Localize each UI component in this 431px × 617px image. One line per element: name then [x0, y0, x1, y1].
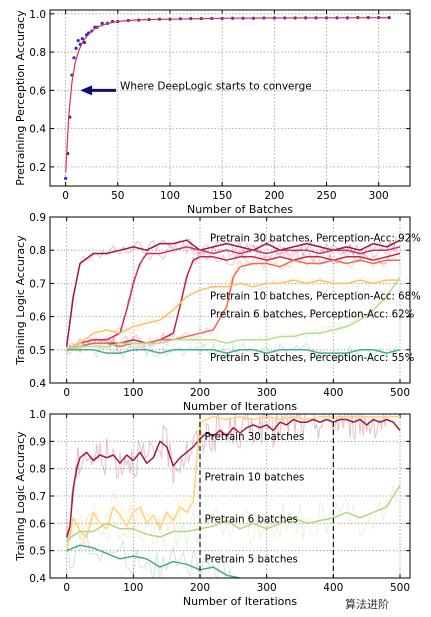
plot-area: [65, 414, 401, 578]
axes-frame: [49, 9, 411, 187]
y-tick-label: 0.4: [29, 378, 46, 390]
x-tick-label: 500: [390, 387, 410, 399]
series-line: [66, 544, 241, 578]
x-tick-label: 400: [323, 582, 343, 594]
y-tick-label: 0.9: [29, 436, 46, 448]
data-point: [64, 176, 68, 180]
series-noise: [66, 254, 397, 356]
y-axis-label: Training Logic Accuracy: [14, 431, 27, 562]
x-tick-label: 100: [123, 387, 143, 399]
x-tick-label: 300: [257, 582, 277, 594]
y-tick-label: 0.6: [29, 312, 46, 324]
x-tick-label: 400: [323, 387, 343, 399]
series-line: [66, 484, 401, 541]
series-line: [66, 259, 400, 351]
data-point: [387, 16, 391, 20]
y-tick-label: 0.4: [29, 124, 46, 136]
series-noise: [66, 484, 398, 547]
annotation-arrowhead: [80, 85, 93, 96]
y-axis-label: Pretraining Perception Accuracy: [14, 10, 27, 186]
series-line: [66, 349, 401, 354]
series-label: Pretrain 10 batches, Perception-Acc: 68%: [210, 291, 421, 302]
axes-frame: [49, 216, 411, 384]
data-point: [74, 46, 78, 50]
x-tick-label: 200: [190, 387, 210, 399]
series-label: Pretrain 30 batches: [205, 432, 305, 443]
series-line: [66, 279, 400, 351]
data-point: [82, 40, 87, 45]
y-tick-label: 1.0: [29, 409, 46, 421]
x-tick-label: 50: [111, 190, 124, 202]
series-noise: [66, 248, 397, 356]
series-label: Pretrain 10 batches: [205, 472, 305, 483]
series-line: [66, 252, 401, 351]
series-line: [66, 246, 401, 351]
series-noise: [66, 530, 232, 578]
y-tick-label: 1.0: [29, 9, 46, 21]
series-line: [65, 415, 400, 551]
y-tick-label: 0.8: [29, 464, 46, 476]
axes-frame: [49, 413, 411, 579]
y-tick-label: 0.8: [29, 47, 46, 59]
y-tick-label: 0.6: [29, 85, 46, 97]
series-line: [65, 17, 390, 173]
data-point: [100, 21, 104, 25]
x-tick-label: 200: [264, 190, 284, 202]
x-axis-label: Number of Iterations: [183, 400, 297, 413]
y-tick-label: 0.6: [29, 518, 46, 530]
series-noise: [66, 414, 398, 555]
y-tick-label: 0.5: [29, 546, 46, 558]
x-tick-label: 250: [316, 190, 336, 202]
y-tick-label: 0.8: [29, 245, 46, 257]
annotation-label: Where DeepLogic starts to converge: [120, 80, 312, 92]
series-line: [65, 418, 401, 538]
watermark-text: 算法进阶: [345, 598, 389, 611]
series-line: [65, 239, 401, 347]
y-tick-label: 0.5: [29, 345, 46, 357]
x-tick-label: 100: [160, 190, 180, 202]
y-tick-label: 0.9: [29, 212, 46, 224]
x-tick-label: 150: [212, 190, 232, 202]
plot-area: [65, 236, 401, 360]
x-axis-label: Number of Iterations: [183, 595, 297, 608]
series-label: Pretrain 6 batches: [205, 515, 298, 526]
x-tick-label: 200: [190, 582, 210, 594]
y-tick-label: 0.2: [29, 162, 46, 174]
y-axis-label: Training Logic Accuracy: [14, 235, 27, 366]
x-tick-label: 500: [390, 582, 410, 594]
plot-area: [64, 16, 391, 180]
series-label: Pretrain 5 batches, Perception-Acc: 55%: [210, 353, 415, 364]
chart-2: 0 100 200 300 400 500 0.4 0.5 0.6 0.7 0.8 0.9 Pretra…: [14, 212, 421, 413]
x-tick-label: 300: [369, 190, 389, 202]
x-tick-label: 0: [62, 190, 69, 202]
y-tick-label: 0.7: [29, 278, 46, 290]
y-tick-label: 0.4: [29, 573, 46, 585]
x-tick-label: 0: [63, 582, 70, 594]
data-point: [76, 39, 80, 43]
x-axis-label: Number of Batches: [187, 203, 293, 216]
chart-3: 0 100 200 300 400 500 0.4 0.5 0.6 0.7 0.8 0.9 1.0 Pre…: [14, 409, 411, 608]
data-point: [72, 56, 76, 60]
series-label: Pretrain 30 batches, Perception-Acc: 92%: [210, 233, 421, 244]
series-line: [66, 276, 401, 351]
series-label: Pretrain 6 batches, Perception-Acc: 62%: [210, 309, 415, 320]
x-tick-label: 300: [257, 387, 277, 399]
x-tick-label: 0: [63, 387, 70, 399]
chart-1: 0 50 100 150 200 250 300 0.2 0.4 0.6 0.8 1.0 Where D…: [14, 9, 411, 216]
y-tick-label: 0.7: [29, 491, 46, 503]
x-tick-label: 100: [123, 582, 143, 594]
data-point: [80, 37, 84, 41]
series-noise: [66, 236, 398, 344]
series-label: Pretrain 5 batches: [205, 554, 298, 565]
